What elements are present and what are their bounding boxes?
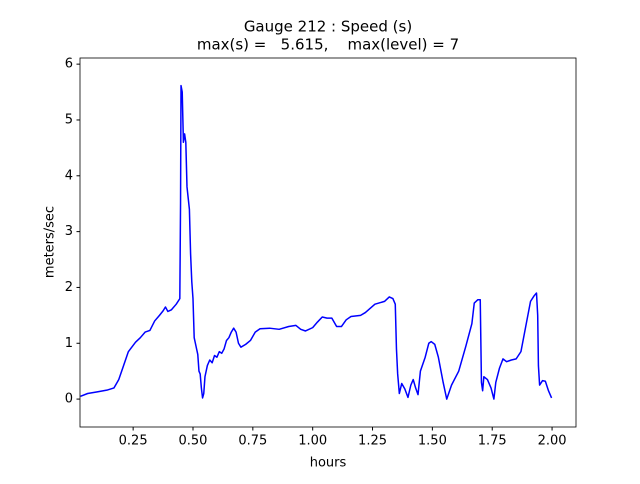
x-tick-label: 0.50 <box>179 434 208 449</box>
x-tick-label: 1.75 <box>478 434 507 449</box>
x-tick-label: 0.75 <box>238 434 267 449</box>
x-tick-label: 1.50 <box>418 434 447 449</box>
y-axis-label: meters/sec <box>43 206 58 278</box>
x-tick-label: 1.25 <box>358 434 387 449</box>
data-line <box>80 84 553 400</box>
y-tick-label: 5 <box>65 112 73 127</box>
x-tick-label: 2.00 <box>538 434 567 449</box>
chart-title: Gauge 212 : Speed (s) <box>244 18 412 36</box>
y-tick-label: 1 <box>65 336 73 351</box>
y-tick-label: 4 <box>65 168 73 183</box>
x-tick-label: 0.25 <box>119 434 148 449</box>
plot-frame <box>79 57 577 428</box>
y-tick-label: 2 <box>65 280 73 295</box>
y-tick-label: 0 <box>65 392 73 407</box>
y-tick-label: 6 <box>65 57 73 72</box>
x-tick-label: 1.00 <box>298 434 327 449</box>
y-tick-label: 3 <box>65 224 73 239</box>
x-axis-label: hours <box>310 456 347 471</box>
chart-subtitle: max(s) = 5.615, max(level) = 7 <box>197 36 459 54</box>
